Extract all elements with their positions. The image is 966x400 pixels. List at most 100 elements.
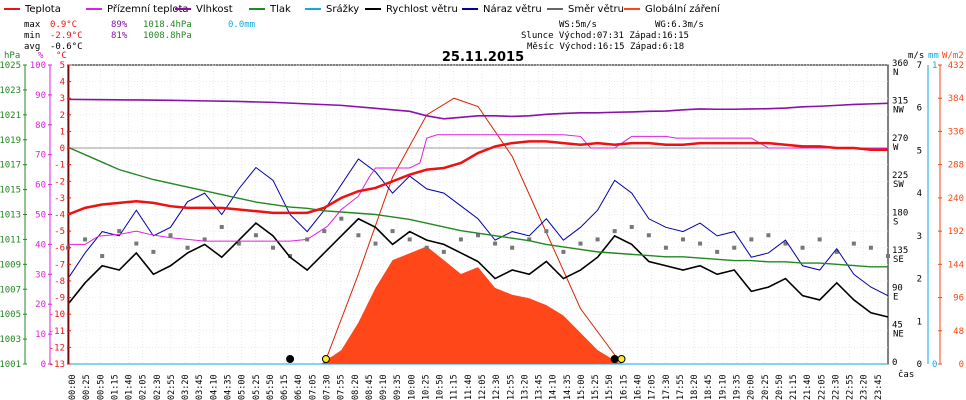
y-tick-pct: 60	[35, 181, 46, 191]
sun-moon-marker	[617, 355, 626, 363]
wind-direction-point	[886, 254, 890, 259]
wind-direction-point	[527, 237, 532, 242]
wind-direction-point	[117, 229, 122, 234]
wind-direction-point	[800, 245, 805, 250]
y-tick-wm2: 0	[959, 360, 964, 370]
wind-direction-point	[510, 245, 515, 250]
sun-moon-marker	[286, 355, 295, 363]
stats-max-temp: 0.9°C	[50, 20, 77, 30]
unit-hpa: hPa	[4, 51, 20, 61]
wind-direction-point	[749, 237, 754, 242]
y-tick-ms: 1	[917, 317, 922, 327]
y-tick-wm2: 288	[948, 161, 964, 171]
x-tick-label: 10:25	[421, 374, 431, 400]
y-tick-pct: 80	[35, 121, 46, 131]
y-tick-temp: 2	[60, 111, 65, 121]
y-tick-hpa: 1013	[0, 211, 21, 221]
legend-item: Tlak	[249, 4, 291, 15]
wind-direction-point	[646, 233, 651, 238]
x-tick-label: 23:20	[860, 374, 870, 400]
axis-units: hPa % °C m/s mm W/m2 čas	[4, 51, 964, 380]
x-tick-label: 04:10	[209, 374, 219, 400]
y-tick-wm2: 240	[948, 194, 964, 204]
x-tick-label: 08:45	[365, 374, 375, 400]
x-tick-label: 02:55	[167, 374, 177, 400]
legend-item: Srážky	[305, 3, 359, 15]
y-tick-temp: 3	[60, 94, 65, 104]
wind-direction-point	[834, 249, 839, 254]
wind-direction-point	[100, 254, 105, 259]
wind-direction-point	[441, 249, 446, 254]
unit-pct: %	[38, 51, 44, 61]
y-tick-temp: -8	[54, 277, 65, 287]
y-tick-pct: 30	[35, 270, 46, 280]
y-tick-pct: 100	[30, 61, 46, 71]
y-tick-temp: -12	[49, 343, 65, 353]
y-tick-wm2: 384	[948, 94, 964, 104]
y-tick-hpa: 1021	[0, 111, 21, 121]
y-tick-hpa: 1025	[0, 61, 21, 71]
x-tick-label: 19:35	[732, 374, 742, 400]
x-tick-label: 03:20	[181, 374, 191, 400]
x-tick-label: 19:10	[718, 374, 728, 400]
stats-block: max 0.9°C 89% 1018.4hPa 0.0mm min -2.9°C…	[24, 20, 704, 52]
wind-direction-point	[236, 241, 241, 246]
x-tick-label: 15:50	[605, 374, 615, 400]
x-tick-label: 15:00	[577, 374, 587, 400]
wind-direction-point	[339, 216, 344, 221]
wind-direction-point	[185, 245, 190, 250]
x-tick-label: 20:50	[775, 374, 785, 400]
x-tick-label: 02:05	[139, 374, 149, 400]
y-tick-temp: -5	[54, 227, 65, 237]
x-tick-label: 22:30	[831, 374, 841, 400]
y-tick-temp: -13	[49, 360, 65, 370]
x-tick-label: 05:50	[266, 374, 276, 400]
wind-direction-point	[851, 241, 856, 246]
y-tick-temp: -6	[54, 244, 65, 254]
y-tick-wm2: 432	[948, 61, 964, 71]
stats-max-label: max	[24, 20, 41, 30]
y-tick-temp: 0	[60, 144, 65, 154]
y-tick-ms: 7	[917, 61, 922, 71]
legend-item: Vlhkost	[175, 4, 233, 15]
x-tick-label: 01:15	[110, 374, 120, 400]
legend-label: Přízemní teplota	[107, 3, 189, 15]
y-tick-dir-deg: 360	[892, 59, 908, 69]
legend-item: Globální záření	[624, 3, 721, 15]
y-tick-temp: 4	[60, 78, 65, 88]
y-tick-mm: 1	[932, 61, 937, 71]
x-tick-label: 17:30	[662, 374, 672, 400]
legend-label: Náraz větru	[483, 3, 542, 15]
stats-max-hum: 89%	[111, 20, 128, 30]
wind-direction-point	[663, 245, 668, 250]
y-tick-wm2: 96	[953, 294, 964, 304]
x-tick-label: 07:30	[322, 374, 332, 400]
wind-direction-point	[595, 237, 600, 242]
wind-direction-point	[561, 249, 566, 254]
radiation-layer	[320, 97, 622, 365]
y-tick-ms: 4	[917, 189, 922, 199]
wind-direction-point	[390, 229, 395, 234]
legend-label: Vlhkost	[196, 4, 233, 15]
wind-direction-point	[629, 224, 634, 229]
x-tick-label: 12:55	[506, 374, 516, 400]
legend-item: Teplota	[4, 4, 61, 15]
y-tick-dir-deg: 315	[892, 96, 908, 106]
x-tick-label: 20:00	[747, 374, 757, 400]
chart-title: 25.11.2015	[442, 50, 524, 65]
y-tick-temp: -10	[49, 310, 65, 320]
y-tick-dir-name: W	[893, 143, 899, 153]
y-tick-temp: -7	[54, 260, 65, 270]
legend-label: Srážky	[326, 3, 359, 15]
stats-sun: Slunce Východ:07:31 Západ:16:15	[521, 31, 689, 41]
wind-direction-point	[151, 249, 156, 254]
legend-label: Globální záření	[645, 3, 721, 15]
y-tick-hpa: 1017	[0, 161, 21, 171]
x-tick-label: 07:55	[337, 374, 347, 400]
wind-direction-point	[373, 241, 378, 246]
y-tick-ms: 0	[917, 360, 922, 370]
y-tick-pct: 40	[35, 240, 46, 250]
y-tick-temp: -1	[54, 161, 65, 171]
wind-direction-point	[271, 245, 275, 250]
